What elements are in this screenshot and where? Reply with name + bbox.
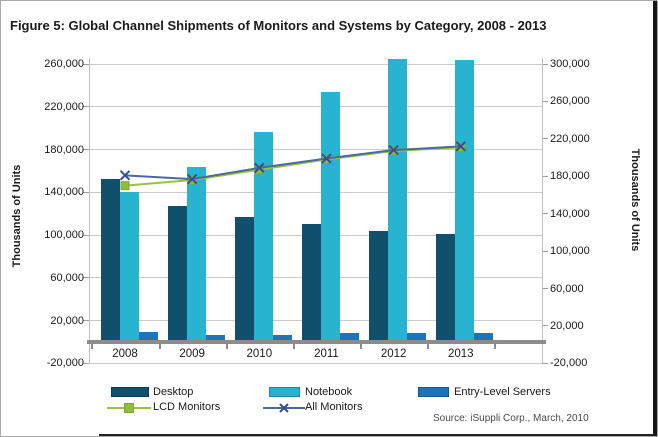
legend-label-entry-level-servers: Entry-Level Servers xyxy=(454,386,551,398)
left-axis-tick-label: 220,000 xyxy=(44,100,84,113)
left-axis-tick-label: -20,000 xyxy=(46,357,84,370)
right-axis-tick-label: 100,000 xyxy=(550,245,590,258)
right-axis-tick-label: -20,000 xyxy=(550,357,588,370)
bar-notebook xyxy=(253,132,273,342)
left-tick xyxy=(83,234,89,236)
legend-swatch-notebook xyxy=(269,387,300,397)
legend-label-desktop: Desktop xyxy=(153,386,194,398)
left-axis-title: Thousands of Units xyxy=(11,164,23,268)
bar-notebook xyxy=(455,59,475,342)
bar-entry-level-servers xyxy=(474,333,494,342)
bar-entry-level-servers xyxy=(138,332,158,342)
legend-marker-lcd-monitors xyxy=(107,403,151,413)
bar-desktop xyxy=(436,234,456,342)
right-axis-tick-label: 60,000 xyxy=(550,282,584,295)
x-axis-category-label: 2008 xyxy=(112,348,138,360)
right-axis-line xyxy=(542,58,543,364)
right-tick xyxy=(542,362,548,364)
bar-notebook xyxy=(186,166,206,342)
left-axis-tick-label: 140,000 xyxy=(44,186,84,199)
right-tick xyxy=(542,138,548,140)
legend-label-all-monitors: All Monitors xyxy=(305,401,363,413)
left-axis-tick-label: 60,000 xyxy=(50,271,84,284)
legend-marker-all-monitors xyxy=(263,403,305,413)
x-axis-boundary-tick xyxy=(91,344,94,349)
legend-swatch-entry-level-servers xyxy=(418,387,449,397)
x-axis-boundary-tick xyxy=(158,344,161,349)
right-axis-tick-label: 20,000 xyxy=(550,319,584,332)
right-tick xyxy=(542,175,548,177)
x-axis-category-label: 2013 xyxy=(448,348,474,360)
bar-entry-level-servers xyxy=(407,333,427,342)
marker-square xyxy=(120,181,130,191)
source-note: Source: iSuppli Corp., March, 2010 xyxy=(433,413,589,424)
line-lcd-monitors xyxy=(124,146,461,187)
left-tick xyxy=(83,63,89,65)
bar-entry-level-servers xyxy=(205,334,225,342)
left-axis-tick-label: 180,000 xyxy=(44,143,84,156)
page-edge-right xyxy=(653,1,657,436)
right-axis-tick-label: 140,000 xyxy=(550,207,590,220)
x-axis-category-label: 2011 xyxy=(314,348,339,360)
bar-desktop xyxy=(234,216,254,342)
right-tick xyxy=(542,288,548,290)
bar-entry-level-servers xyxy=(339,333,359,342)
left-axis-tick-label: 100,000 xyxy=(44,229,84,242)
x-axis-baseline xyxy=(87,340,546,344)
page-edge-bottom xyxy=(99,434,655,436)
x-axis-boundary-tick xyxy=(427,344,430,349)
right-tick xyxy=(542,100,548,102)
left-axis-tick-label: 20,000 xyxy=(50,314,84,327)
marker-x xyxy=(119,170,131,181)
bar-entry-level-servers xyxy=(272,334,292,342)
line-all-monitors xyxy=(124,145,461,181)
left-tick xyxy=(83,149,89,151)
bar-notebook xyxy=(388,58,408,342)
bar-notebook xyxy=(320,91,340,342)
right-axis-tick-label: 180,000 xyxy=(550,170,590,183)
chart-title: Figure 5: Global Channel Shipments of Mo… xyxy=(10,18,547,33)
left-axis-tick-label: 260,000 xyxy=(44,58,84,70)
bar-desktop xyxy=(301,224,321,342)
x-axis-boundary-tick xyxy=(225,344,228,349)
gridline xyxy=(89,362,542,364)
x-axis-category-label: 2009 xyxy=(179,348,205,360)
legend-label-lcd-monitors: LCD Monitors xyxy=(153,401,221,413)
bar-desktop xyxy=(100,179,120,342)
bar-desktop xyxy=(369,230,389,342)
right-tick xyxy=(542,325,548,327)
right-tick xyxy=(542,63,548,65)
left-tick xyxy=(83,362,89,364)
x-axis-boundary-tick xyxy=(360,344,363,349)
gridline xyxy=(89,106,542,108)
gridline xyxy=(89,63,542,65)
bar-notebook xyxy=(119,192,139,342)
right-tick xyxy=(542,250,548,252)
legend-swatch-desktop xyxy=(111,387,149,397)
left-tick xyxy=(83,277,89,279)
left-tick xyxy=(83,191,89,193)
left-tick xyxy=(83,320,89,322)
x-axis-boundary-tick xyxy=(292,344,295,349)
left-tick xyxy=(83,106,89,108)
right-axis-tick-label: 300,000 xyxy=(550,58,590,70)
right-axis-title: Thousands of Units xyxy=(629,148,641,252)
legend-label-notebook: Notebook xyxy=(305,386,353,398)
right-axis-tick-label: 220,000 xyxy=(550,132,590,145)
x-axis-category-label: 2010 xyxy=(246,348,273,360)
right-axis-tick-label: 260,000 xyxy=(550,95,590,108)
bar-desktop xyxy=(167,206,187,342)
x-axis-boundary-tick xyxy=(494,344,497,349)
right-tick xyxy=(542,213,548,215)
gridline xyxy=(89,191,542,193)
left-axis-line xyxy=(89,58,90,364)
x-axis-category-label: 2012 xyxy=(380,348,407,360)
